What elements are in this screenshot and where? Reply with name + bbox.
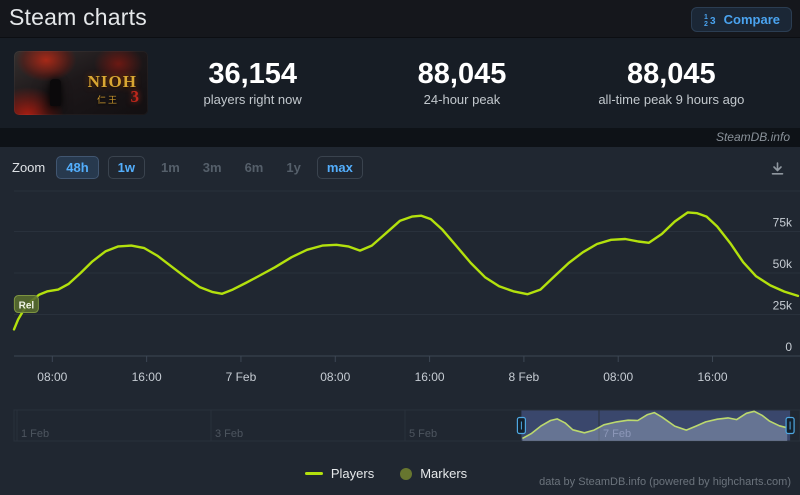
page-title: Steam charts: [9, 4, 147, 30]
svg-text:3: 3: [710, 16, 716, 27]
x-axis-label: 08:00: [320, 370, 350, 384]
legend-label-players: Players: [330, 466, 375, 481]
game-capsule-image[interactable]: NIOH 仁王 3: [14, 51, 148, 115]
y-axis-label: 25k: [773, 299, 793, 313]
range-button-1y: 1y: [279, 156, 307, 179]
game-logo-text: NIOH: [87, 72, 137, 91]
stat-blocks: 36,154 players right now 88,045 24-hour …: [148, 57, 800, 108]
game-logo-kanji: 仁王: [96, 95, 119, 105]
x-axis-label: 7 Feb: [226, 370, 257, 384]
zoom-toolbar: Zoom 48h 1w 1m 3m 6m 1y max: [12, 156, 363, 179]
chart-panel: Zoom 48h 1w 1m 3m 6m 1y max 75k 50k 25k 0 08…: [0, 147, 800, 495]
zoom-label: Zoom: [12, 160, 46, 175]
stat-label: 24-hour peak: [423, 92, 501, 108]
navigator-date-label: 5 Feb: [409, 428, 437, 440]
svg-text:2: 2: [704, 21, 708, 27]
svg-text:1: 1: [704, 14, 708, 21]
compare-button[interactable]: 1 2 3 Compare: [690, 7, 792, 32]
legend-item-players[interactable]: Players: [304, 466, 375, 481]
stat-alltime-peak: 88,045 all-time peak 9 hours ago: [567, 57, 776, 108]
chart-credits[interactable]: data by SteamDB.info (powered by highcha…: [539, 476, 791, 488]
x-axis-label: 16:00: [415, 370, 445, 384]
players-line-swatch: [304, 472, 323, 475]
navigator-selection[interactable]: [521, 410, 791, 441]
legend-item-markers[interactable]: Markers: [400, 466, 467, 481]
stat-value: 88,045: [626, 57, 716, 90]
range-button-1m: 1m: [154, 156, 187, 179]
compare-button-label: Compare: [723, 12, 780, 27]
range-button-6m: 6m: [238, 156, 271, 179]
stat-value: 88,045: [417, 57, 507, 90]
navigator-date-label: 3 Feb: [215, 428, 243, 440]
range-button-3m: 3m: [196, 156, 229, 179]
markers-dot-swatch: [400, 467, 413, 480]
release-flag[interactable]: [13, 295, 39, 314]
stat-value: 36,154: [208, 57, 298, 90]
watermark-strip: SteamDB.info: [0, 128, 800, 147]
stat-label: players right now: [203, 92, 302, 108]
players-series-line: [12, 211, 800, 331]
x-axis-label: 08:00: [37, 370, 67, 384]
numbered-list-icon: 1 2 3: [704, 14, 716, 27]
release-flag-label: Rel: [19, 301, 35, 312]
legend-label-markers: Markers: [420, 466, 468, 481]
players-chart: 75k 50k 25k 0 08:00 16:00 7 Feb 08:00 16:00 8 Feb…: [12, 190, 800, 442]
navigator-date-label: 7 Feb: [603, 428, 631, 440]
navigator-track[interactable]: [13, 409, 800, 442]
stats-bar: NIOH 仁王 3 36,154 players right now 88,04…: [0, 38, 800, 128]
range-button-1w[interactable]: 1w: [107, 156, 145, 179]
x-axis-label: 16:00: [698, 370, 728, 384]
y-axis-label: 75k: [773, 216, 793, 230]
top-header: Steam charts 1 2 3 Compare: [0, 0, 800, 38]
game-logo-numeral: 3: [130, 87, 140, 106]
stat-label: all-time peak 9 hours ago: [598, 92, 745, 108]
navigator-line: [522, 410, 788, 440]
range-button-48h[interactable]: 48h: [56, 156, 99, 179]
y-axis-label: 50k: [773, 257, 793, 271]
y-axis-label: 0: [785, 340, 792, 354]
range-button-max[interactable]: max: [316, 156, 363, 179]
x-axis-label: 16:00: [132, 370, 162, 384]
samurai-silhouette: [50, 79, 61, 106]
steamdb-watermark: SteamDB.info: [715, 130, 790, 144]
chart-legend: Players Markers: [0, 466, 786, 481]
x-axis-label: 08:00: [603, 370, 633, 384]
x-axis-label: 8 Feb: [509, 370, 540, 384]
download-icon[interactable]: [769, 160, 786, 177]
navigator-area: [522, 411, 788, 441]
stat-current-players: 36,154 players right now: [148, 57, 357, 108]
stat-24h-peak: 88,045 24-hour peak: [357, 57, 566, 108]
navigator-date-label: 1 Feb: [21, 428, 49, 440]
